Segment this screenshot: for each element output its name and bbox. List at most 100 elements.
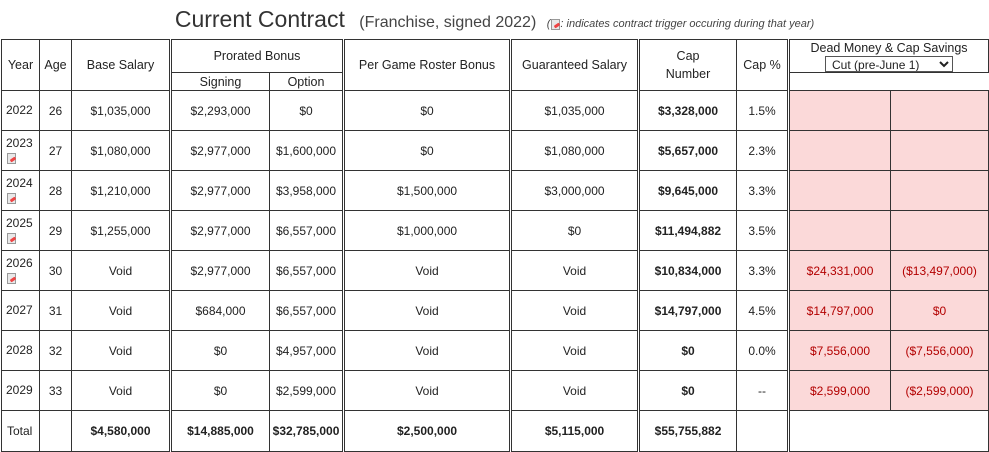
total-age-cell: [39, 410, 72, 452]
total-cap-number: $55,755,882: [638, 410, 738, 452]
guaranteed-salary-cell: $1,080,000: [510, 130, 641, 171]
col-header-guaranteed-salary: Guaranteed Salary: [510, 39, 641, 91]
contract-trigger-icon: [6, 232, 17, 244]
base-salary-cell: $1,210,000: [71, 170, 172, 211]
total-per-game-bonus: $2,500,000: [343, 410, 513, 452]
table-row: 2027 31 Void $684,000 $6,557,000 Void Void $14,…: [1, 290, 989, 331]
total-option-bonus: $32,785,000: [268, 410, 346, 452]
col-header-signing: Signing: [170, 72, 270, 91]
year-cell: 2024: [1, 170, 40, 211]
year-label: 2028: [6, 343, 33, 357]
table-row: 2022 26 $1,035,000 $2,293,000 $0 $0 $1,035,000…: [1, 90, 989, 131]
table-row: 2029 33 Void $0 $2,599,000 Void Void $0 -- $2,599…: [1, 370, 989, 411]
cap-pct-cell: 4.5%: [736, 290, 791, 331]
cap-number-cell: $5,657,000: [638, 130, 738, 171]
cap-pct-cell: --: [736, 370, 791, 411]
signing-bonus-cell: $684,000: [170, 290, 270, 331]
guaranteed-salary-cell: Void: [510, 330, 641, 371]
base-salary-cell: Void: [71, 250, 172, 291]
per-game-bonus-cell: $1,500,000: [343, 170, 513, 211]
contract-trigger-icon: [6, 192, 17, 204]
trigger-legend: (: indicates contract trigger occuring d…: [546, 18, 815, 31]
age-cell: 31: [39, 290, 72, 331]
base-salary-cell: Void: [71, 370, 172, 411]
dead-money-cell: [788, 130, 892, 171]
year-cell: 2028: [1, 330, 40, 371]
year-cell: 2027: [1, 290, 40, 331]
cap-pct-cell: 1.5%: [736, 90, 791, 131]
cap-pct-cell: 3.3%: [736, 170, 791, 211]
col-header-cap-pct: Cap %: [736, 39, 791, 91]
option-bonus-cell: $6,557,000: [268, 250, 346, 291]
contract-trigger-icon: [6, 272, 17, 284]
option-bonus-cell: $3,958,000: [268, 170, 346, 211]
cap-pct-cell: 2.3%: [736, 130, 791, 171]
age-cell: 32: [39, 330, 72, 371]
cap-pct-cell: 3.5%: [736, 210, 791, 251]
col-header-prorated-bonus: Prorated Bonus: [169, 39, 346, 73]
contract-table: Year Age Base Salary Prorated Bonus Per …: [1, 39, 989, 452]
cap-number-cell: $11,494,882: [638, 210, 738, 251]
dead-money-cell: $24,331,000: [788, 250, 892, 291]
signing-bonus-cell: $0: [170, 330, 270, 371]
dead-money-scenario-select[interactable]: Cut (pre-June 1): [825, 56, 954, 72]
table-row: 2025 29 $1,255,000 $2,977,000 $6,557,000 $1,0…: [1, 210, 989, 251]
per-game-bonus-cell: $0: [343, 90, 513, 131]
year-label: 2029: [6, 383, 33, 397]
per-game-bonus-cell: Void: [343, 290, 513, 331]
age-cell: 28: [39, 170, 72, 211]
col-header-age: Age: [39, 39, 72, 91]
table-row: 2026 30 Void $2,977,000 $6,557,000 Void Void $1…: [1, 250, 989, 291]
cap-savings-cell: $0: [890, 290, 989, 331]
per-game-bonus-cell: Void: [343, 370, 513, 411]
signing-bonus-cell: $0: [170, 370, 270, 411]
dead-money-cell: $2,599,000: [788, 370, 892, 411]
total-signing-bonus: $14,885,000: [170, 410, 270, 452]
cap-number-cell: $10,834,000: [638, 250, 738, 291]
signing-bonus-cell: $2,977,000: [170, 170, 270, 211]
year-label: 2027: [6, 303, 33, 317]
total-dead-money: [788, 410, 989, 452]
contract-header: Current Contract (Franchise, signed 2022…: [0, 0, 989, 38]
age-cell: 33: [39, 370, 72, 411]
year-cell: 2026: [1, 250, 40, 291]
dead-money-cell: [788, 170, 892, 211]
cap-number-cell: $0: [638, 330, 738, 371]
cap-savings-cell: [890, 170, 989, 211]
total-guaranteed-salary: $5,115,000: [510, 410, 641, 452]
cap-number-cell: $14,797,000: [638, 290, 738, 331]
base-salary-cell: $1,255,000: [71, 210, 172, 251]
signing-bonus-cell: $2,977,000: [170, 130, 270, 171]
total-label: Total: [1, 410, 40, 452]
signing-bonus-cell: $2,293,000: [170, 90, 270, 131]
cap-savings-cell: [890, 210, 989, 251]
dead-money-label: Dead Money & Cap Savings: [810, 41, 968, 55]
age-cell: 26: [39, 90, 72, 131]
option-bonus-cell: $6,557,000: [268, 290, 346, 331]
cap-savings-cell: ($2,599,000): [890, 370, 989, 411]
dead-money-cell: $7,556,000: [788, 330, 892, 371]
base-salary-cell: $1,080,000: [71, 130, 172, 171]
signing-bonus-cell: $2,977,000: [170, 250, 270, 291]
base-salary-cell: Void: [71, 330, 172, 371]
cap-number-cell: $9,645,000: [638, 170, 738, 211]
guaranteed-salary-cell: Void: [510, 250, 641, 291]
guaranteed-salary-cell: Void: [510, 290, 641, 331]
cap-savings-cell: [890, 130, 989, 171]
col-header-base-salary: Base Salary: [71, 39, 172, 91]
per-game-bonus-cell: $1,000,000: [343, 210, 513, 251]
dead-money-cell: $14,797,000: [788, 290, 892, 331]
per-game-bonus-cell: Void: [343, 330, 513, 371]
cap-pct-cell: 3.3%: [736, 250, 791, 291]
col-header-cap-number: Cap Number: [638, 39, 738, 91]
per-game-bonus-cell: Void: [343, 250, 513, 291]
total-cap-pct: [736, 410, 791, 452]
option-bonus-cell: $0: [268, 90, 346, 131]
cap-savings-cell: ($13,497,000): [890, 250, 989, 291]
total-base-salary: $4,580,000: [71, 410, 172, 452]
table-row: 2024 28 $1,210,000 $2,977,000 $3,958,000 $1,5…: [1, 170, 989, 211]
option-bonus-cell: $1,600,000: [268, 130, 346, 171]
year-cell: 2022: [1, 90, 40, 131]
col-header-dead-money: Dead Money & Cap Savings Cut (pre-June 1…: [788, 39, 989, 73]
age-cell: 30: [39, 250, 72, 291]
